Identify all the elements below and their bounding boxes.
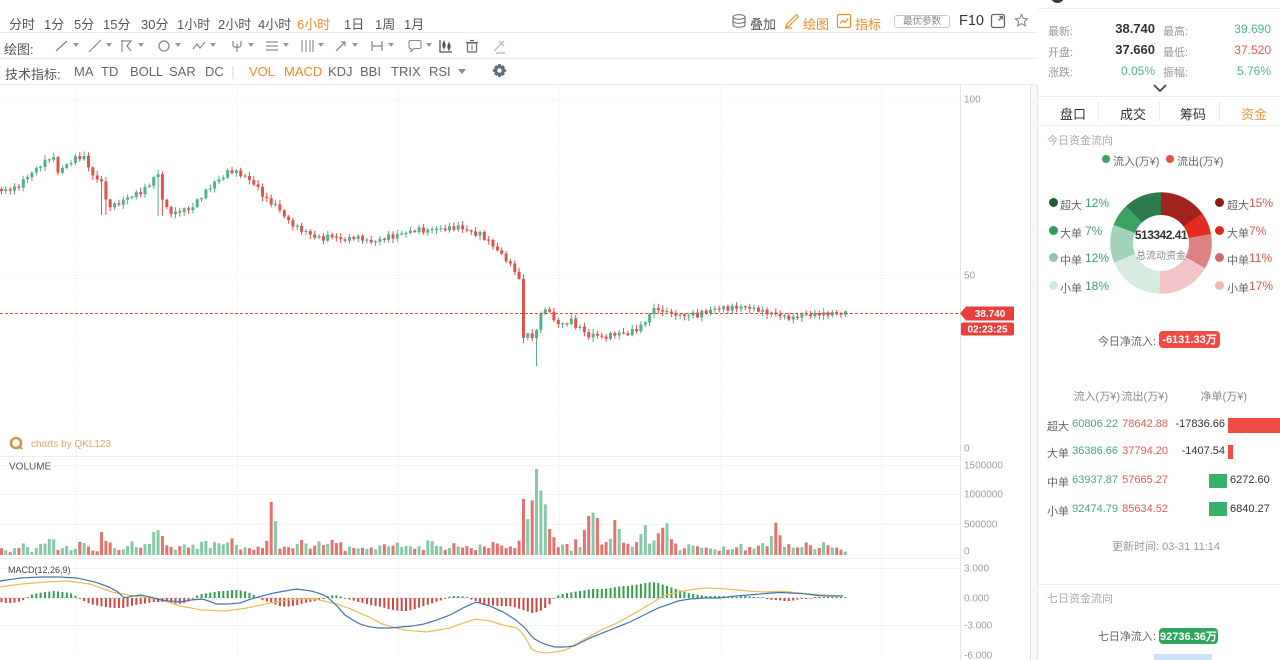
svg-text:38.740: 38.740 xyxy=(975,309,1006,320)
svg-text:3.000: 3.000 xyxy=(964,564,989,575)
svg-text:50: 50 xyxy=(964,271,976,282)
svg-text:-3.000: -3.000 xyxy=(964,621,993,632)
svg-text:-6.000: -6.000 xyxy=(964,651,993,660)
svg-text:VOLUME: VOLUME xyxy=(9,462,52,473)
svg-text:1500000: 1500000 xyxy=(964,461,1003,472)
svg-text:1000000: 1000000 xyxy=(964,490,1003,501)
svg-text:02:23:25: 02:23:25 xyxy=(967,325,1007,336)
svg-text:0: 0 xyxy=(964,547,970,558)
svg-text:0.000: 0.000 xyxy=(964,594,989,605)
svg-text:500000: 500000 xyxy=(964,520,998,531)
svg-text:0: 0 xyxy=(964,444,970,455)
svg-text:100: 100 xyxy=(964,95,981,106)
svg-text:charts by QKL123: charts by QKL123 xyxy=(31,439,111,450)
svg-text:MACD(12,26,9): MACD(12,26,9) xyxy=(8,565,71,575)
